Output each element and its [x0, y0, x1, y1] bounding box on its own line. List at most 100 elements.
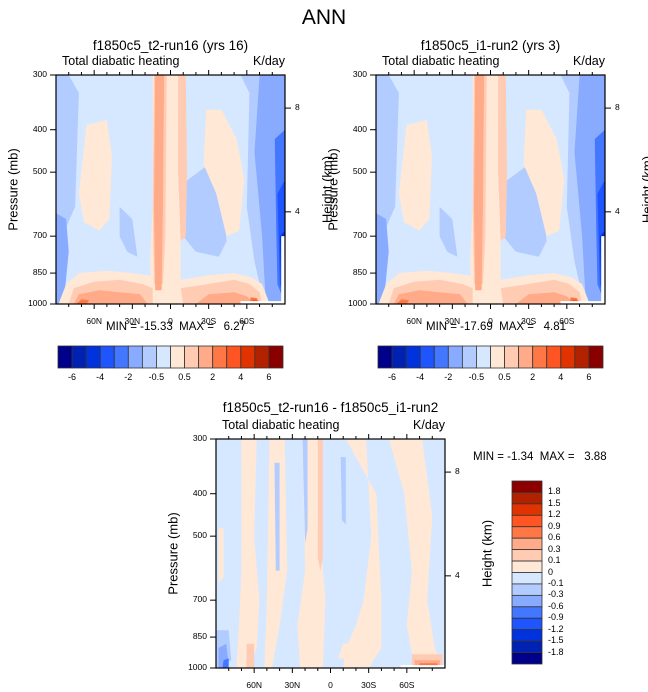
colorbar-box: [511, 606, 543, 619]
colorbar-box: [511, 617, 543, 631]
contour-region: [178, 75, 187, 242]
panel-title: f1850c5_t2-run16 (yrs 16): [92, 38, 249, 53]
y-tick-label: 850: [352, 267, 367, 278]
colorbar-label: 1.2: [548, 509, 561, 520]
y-tick-label: 1000: [188, 662, 207, 672]
colorbar-label: 0.3: [548, 543, 561, 554]
colorbar-label: -6: [68, 372, 77, 382]
colorbar-label: 0.6: [548, 532, 561, 543]
contour-region: [236, 439, 260, 668]
y-tick-label: 300: [352, 69, 367, 79]
x-tick-label: 0: [488, 316, 493, 326]
contour-region: [498, 75, 507, 242]
contour-region: [218, 528, 224, 584]
colorbar-label: 4: [238, 372, 244, 382]
height-tick-label: 8: [295, 102, 300, 113]
x-tick-label: 60S: [399, 680, 415, 690]
left-label: Total diabatic heating: [222, 418, 340, 432]
colorbar-box: [511, 492, 543, 505]
topography-mask: [240, 301, 285, 304]
contour-region: [523, 109, 565, 237]
contour-region: [393, 290, 468, 304]
colorbar-label: 0.5: [178, 372, 191, 382]
colorbar-box: [511, 480, 543, 493]
contour-region: [119, 206, 138, 257]
colorbar-label: -2: [444, 372, 453, 382]
y-tick-label: 700: [32, 230, 47, 241]
contour-field: [56, 75, 285, 304]
contour-region: [439, 206, 458, 257]
y-tick-label: 700: [352, 230, 367, 241]
units-label: K/day: [413, 418, 445, 432]
topography-mask: [400, 665, 445, 668]
units-label: K/day: [573, 54, 605, 68]
y-tick-label: 500: [192, 530, 207, 541]
contour-region: [398, 120, 432, 231]
min-max-stats: MIN = -15.33 MAX = 6.27: [106, 321, 246, 333]
contour-region: [222, 658, 229, 668]
colorbar-label: -4: [416, 372, 425, 382]
colorbar-box: [511, 503, 543, 516]
topography-mask: [281, 236, 285, 304]
colorbar-box: [511, 514, 543, 528]
y-tick-label: 850: [192, 631, 207, 642]
colorbar-box: [511, 526, 543, 539]
height-tick-label: 8: [455, 466, 460, 477]
height-tick-label: 8: [615, 102, 620, 113]
colorbar-label: -2: [124, 372, 133, 382]
contour-region: [73, 290, 148, 304]
topography-mask: [601, 236, 605, 304]
y-tick-label: 400: [32, 123, 47, 134]
y-tick-label: 850: [32, 267, 47, 278]
contour-field: [376, 75, 605, 304]
y-tick-label: 700: [192, 594, 207, 605]
contour-region: [396, 299, 410, 304]
x-tick-label: 0: [168, 316, 173, 326]
x-tick-label: 30N: [124, 316, 141, 326]
x-tick-label: 0: [328, 680, 333, 690]
contour-region: [154, 75, 165, 291]
figure-title: ANN: [301, 6, 347, 29]
contour-region: [56, 213, 69, 304]
colorbar-label: 1.5: [548, 497, 561, 508]
colorbar-label: -6: [388, 372, 397, 382]
colorbar-label: 0.9: [548, 520, 561, 531]
x-tick-label: 30S: [361, 680, 377, 690]
contour-region: [76, 299, 90, 304]
contour-region: [340, 457, 346, 525]
y-tick-label: 500: [32, 166, 47, 177]
colorbar-label: 0: [548, 566, 554, 577]
colorbar-label: 1.8: [548, 486, 561, 497]
colorbar-box: [588, 345, 604, 369]
x-tick-label: 60N: [406, 316, 422, 326]
y-tick-label: 500: [352, 166, 367, 177]
colorbar-label: -0.5: [468, 372, 485, 382]
contour-region: [317, 439, 323, 571]
x-tick-label: 30S: [521, 316, 537, 326]
y-tick-label: 300: [32, 69, 47, 79]
contour-region: [78, 120, 112, 231]
units-label: K/day: [253, 54, 285, 68]
contour-region: [343, 439, 382, 668]
colorbar-label: -4: [96, 372, 105, 382]
colorbar-box: [511, 640, 543, 653]
colorbar-label: -1.8: [548, 646, 564, 657]
colorbar-label: -0.1: [548, 577, 564, 588]
colorbar-label: 0.1: [548, 555, 561, 566]
contour-region: [338, 639, 382, 661]
x-tick-label: 60S: [239, 316, 255, 326]
colorbar-label: -0.5: [148, 372, 165, 382]
colorbar-label: 6: [266, 372, 272, 382]
colorbar-label: -0.3: [548, 589, 564, 600]
contour-region: [389, 439, 443, 668]
y-tick-label: 1000: [28, 298, 47, 308]
min-max-stats: MIN = -1.34 MAX = 3.88: [473, 451, 607, 463]
colorbar-box: [511, 560, 543, 573]
colorbar-label: 2: [530, 372, 536, 382]
colorbar-box: [511, 629, 543, 642]
